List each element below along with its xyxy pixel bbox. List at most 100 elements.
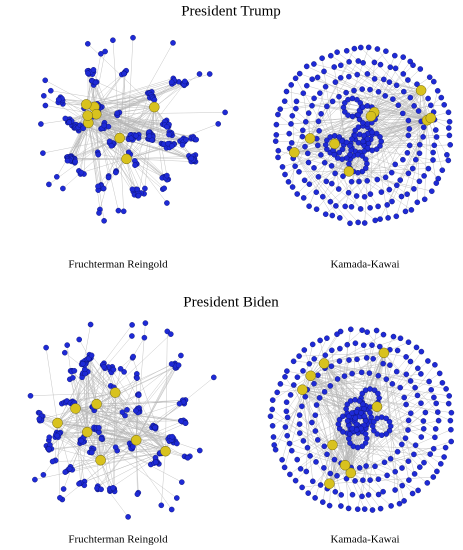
edge [87, 115, 129, 153]
node [307, 453, 313, 459]
node [405, 77, 411, 83]
node [441, 102, 448, 108]
hub-node [415, 85, 427, 96]
hub-node [70, 403, 81, 414]
node [277, 381, 284, 387]
hub-node [324, 478, 335, 489]
edge [75, 408, 171, 438]
node [272, 138, 279, 144]
node [314, 74, 321, 81]
node [72, 158, 78, 165]
node [277, 106, 284, 112]
edge [55, 436, 101, 461]
node [311, 380, 317, 387]
node [332, 170, 338, 177]
node [80, 360, 86, 367]
node [275, 147, 282, 154]
edge [346, 117, 431, 143]
edge [309, 61, 350, 139]
node [85, 70, 91, 76]
node [296, 430, 303, 436]
node [300, 195, 307, 201]
hub-node [327, 439, 338, 451]
hub-node [378, 347, 390, 359]
node [164, 124, 170, 130]
node [173, 495, 180, 501]
node [62, 469, 68, 475]
edge [110, 370, 137, 441]
node [40, 150, 46, 156]
edge [100, 403, 180, 461]
node [341, 373, 348, 379]
node [364, 71, 371, 77]
edge [154, 107, 167, 148]
edge [88, 81, 179, 124]
edge [342, 120, 428, 177]
node [377, 505, 384, 512]
edge [96, 81, 155, 108]
node [95, 151, 102, 158]
node [314, 142, 321, 149]
edge [391, 117, 431, 202]
node [294, 191, 301, 197]
edge [364, 117, 431, 197]
node [119, 409, 126, 416]
node [362, 440, 369, 446]
node [436, 370, 443, 377]
node [427, 102, 434, 109]
node [367, 204, 373, 211]
node [288, 121, 294, 127]
node [345, 505, 352, 512]
node [132, 162, 138, 168]
node [321, 68, 327, 75]
node [367, 86, 373, 93]
edge [302, 374, 407, 390]
node [397, 335, 404, 342]
edge [310, 138, 351, 160]
node [270, 434, 277, 440]
node [357, 206, 364, 212]
edge [383, 352, 415, 474]
node [367, 477, 373, 483]
node [405, 417, 412, 424]
edge [368, 352, 385, 495]
node [290, 382, 297, 388]
node [411, 186, 417, 192]
edge [294, 152, 351, 224]
node [179, 142, 186, 148]
node [135, 192, 142, 199]
node [78, 169, 85, 176]
node [382, 174, 389, 181]
node [343, 89, 349, 96]
node [382, 93, 389, 99]
node [336, 215, 343, 221]
node [96, 424, 102, 431]
edge [383, 352, 410, 481]
node [299, 484, 305, 491]
node [303, 82, 310, 89]
node [335, 186, 342, 192]
edge [304, 349, 351, 473]
node [431, 142, 438, 149]
hub-node [329, 138, 340, 150]
node [363, 355, 370, 361]
node [87, 321, 94, 328]
node [269, 406, 276, 413]
node [387, 64, 394, 70]
node [158, 502, 165, 509]
edge [350, 364, 436, 474]
edge [57, 422, 171, 441]
node [313, 402, 320, 408]
node [445, 109, 452, 116]
edge [302, 387, 401, 390]
node [358, 369, 365, 376]
node [85, 41, 91, 47]
node [196, 71, 203, 77]
node [414, 392, 421, 399]
edge [329, 412, 426, 484]
node [398, 441, 405, 448]
edge [119, 82, 175, 139]
node [283, 408, 290, 415]
edge [309, 86, 326, 139]
